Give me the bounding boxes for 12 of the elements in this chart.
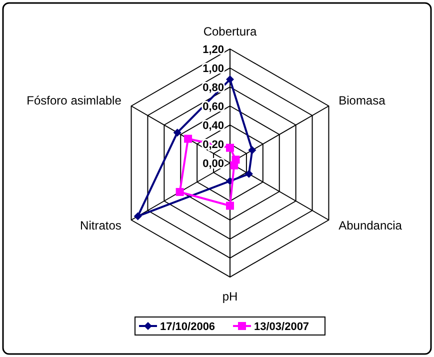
spoke-label: pH	[222, 289, 238, 304]
spoke-label: Nitratos	[80, 218, 122, 233]
y-tick-label: 0,40	[202, 120, 224, 132]
y-tick-label: 1,00	[202, 63, 224, 75]
y-tick-label: 0,60	[202, 101, 224, 113]
spoke-label: Cobertura	[203, 24, 257, 39]
legend-label: 13/03/2007	[254, 321, 310, 333]
spoke-label: Fósforo asimlable	[26, 93, 122, 108]
legend-label: 17/10/2006	[160, 321, 216, 333]
spoke-label: Abundancia	[338, 218, 402, 233]
spoke-label: Biomasa	[338, 93, 386, 108]
y-tick-label: 1,20	[202, 44, 224, 56]
